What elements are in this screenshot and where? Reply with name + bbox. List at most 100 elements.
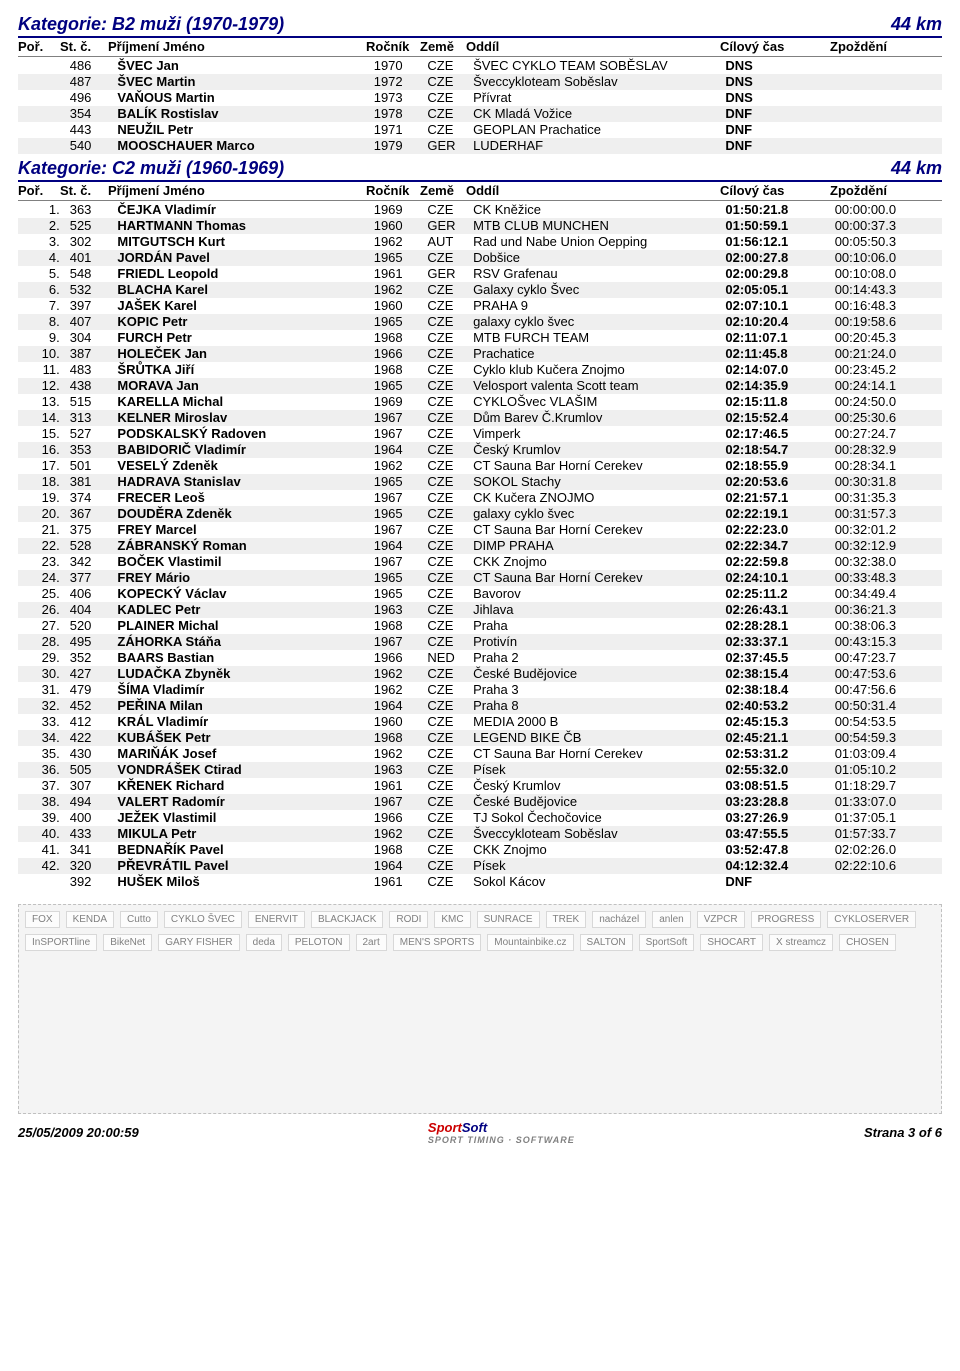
cell-start-number: 430 bbox=[70, 746, 118, 762]
cell-time: 03:27:26.9 bbox=[725, 810, 834, 826]
footer-logo-sport: Sport bbox=[428, 1120, 462, 1135]
cell-start-number: 487 bbox=[70, 74, 118, 90]
cell-time: 02:18:54.7 bbox=[725, 442, 834, 458]
sponsor-logo: Mountainbike.cz bbox=[487, 934, 573, 951]
cell-year: 1965 bbox=[374, 314, 428, 330]
cell-club: Galaxy cyklo Švec bbox=[473, 282, 725, 298]
cell-year: 1968 bbox=[374, 730, 428, 746]
cell-delay: 00:31:57.3 bbox=[835, 506, 942, 522]
cell-club: CT Sauna Bar Horní Cerekev bbox=[473, 746, 725, 762]
cell-club: CT Sauna Bar Horní Cerekev bbox=[473, 458, 725, 474]
cell-start-number: 486 bbox=[70, 58, 118, 74]
cell-position: 5. bbox=[18, 266, 70, 282]
cell-year: 1963 bbox=[374, 602, 428, 618]
cell-club: MTB CLUB MUNCHEN bbox=[473, 218, 725, 234]
header-year: Ročník bbox=[366, 39, 420, 54]
cell-position: 28. bbox=[18, 634, 70, 650]
cell-start-number: 304 bbox=[70, 330, 118, 346]
table-row: 14.313KELNER Miroslav1967CZEDům Barev Č.… bbox=[18, 410, 942, 426]
results-table: 486ŠVEC Jan1970CZEŠVEC CYKLO TEAM SOBĚSL… bbox=[18, 58, 942, 154]
cell-name: JEŽEK Vlastimil bbox=[117, 810, 373, 826]
category-distance: 44 km bbox=[891, 158, 942, 179]
cell-club: PRAHA 9 bbox=[473, 298, 725, 314]
cell-delay: 00:25:30.6 bbox=[835, 410, 942, 426]
cell-position: 8. bbox=[18, 314, 70, 330]
cell-time: 03:47:55.5 bbox=[725, 826, 834, 842]
cell-time: 02:22:23.0 bbox=[725, 522, 834, 538]
cell-club: CT Sauna Bar Horní Cerekev bbox=[473, 570, 725, 586]
cell-start-number: 353 bbox=[70, 442, 118, 458]
cell-year: 1964 bbox=[374, 538, 428, 554]
cell-position: 34. bbox=[18, 730, 70, 746]
cell-delay: 01:37:05.1 bbox=[835, 810, 942, 826]
cell-club: CK Kučera ZNOJMO bbox=[473, 490, 725, 506]
cell-name: BLACHA Karel bbox=[117, 282, 373, 298]
cell-club: Vimperk bbox=[473, 426, 725, 442]
cell-year: 1962 bbox=[374, 458, 428, 474]
table-row: 3.302MITGUTSCH Kurt1962AUTRad und Nabe U… bbox=[18, 234, 942, 250]
cell-position: 42. bbox=[18, 858, 70, 874]
cell-time: 02:14:07.0 bbox=[725, 362, 834, 378]
cell-name: ŠRŮTKA Jiří bbox=[117, 362, 373, 378]
cell-year: 1965 bbox=[374, 586, 428, 602]
cell-delay: 02:02:26.0 bbox=[835, 842, 942, 858]
cell-club: CK Kněžice bbox=[473, 202, 725, 218]
cell-year: 1966 bbox=[374, 810, 428, 826]
table-row: 37.307KŘENEK Richard1961CZEČeský Krumlov… bbox=[18, 778, 942, 794]
sponsor-logo: deda bbox=[246, 934, 282, 951]
cell-position: 3. bbox=[18, 234, 70, 250]
cell-club: GEOPLAN Prachatice bbox=[473, 122, 725, 138]
cell-start-number: 406 bbox=[70, 586, 118, 602]
cell-country: CZE bbox=[427, 522, 473, 538]
cell-start-number: 412 bbox=[70, 714, 118, 730]
table-row: 2.525HARTMANN Thomas1960GERMTB CLUB MUNC… bbox=[18, 218, 942, 234]
cell-time: 01:50:59.1 bbox=[725, 218, 834, 234]
cell-position: 1. bbox=[18, 202, 70, 218]
cell-club: SOKOL Stachy bbox=[473, 474, 725, 490]
cell-time: 02:26:43.1 bbox=[725, 602, 834, 618]
cell-year: 1962 bbox=[374, 666, 428, 682]
cell-position: 38. bbox=[18, 794, 70, 810]
cell-delay bbox=[835, 874, 942, 890]
table-row: 9.304FURCH Petr1968CZEMTB FURCH TEAM02:1… bbox=[18, 330, 942, 346]
cell-club: Šveccykloteam Soběslav bbox=[473, 74, 725, 90]
header-time: Cílový čas bbox=[720, 39, 830, 54]
cell-year: 1965 bbox=[374, 506, 428, 522]
cell-year: 1973 bbox=[374, 90, 428, 106]
cell-name: PEŘINA Milan bbox=[117, 698, 373, 714]
cell-start-number: 495 bbox=[70, 634, 118, 650]
table-row: 8.407KOPIC Petr1965CZEgalaxy cyklo švec0… bbox=[18, 314, 942, 330]
cell-time: 02:18:55.9 bbox=[725, 458, 834, 474]
cell-country: CZE bbox=[427, 282, 473, 298]
cell-club: Prachatice bbox=[473, 346, 725, 362]
cell-country: CZE bbox=[427, 74, 473, 90]
cell-year: 1967 bbox=[374, 410, 428, 426]
cell-start-number: 483 bbox=[70, 362, 118, 378]
category-distance: 44 km bbox=[891, 14, 942, 35]
cell-start-number: 352 bbox=[70, 650, 118, 666]
cell-time: 02:55:32.0 bbox=[725, 762, 834, 778]
cell-year: 1961 bbox=[374, 874, 428, 890]
cell-country: CZE bbox=[427, 90, 473, 106]
cell-year: 1969 bbox=[374, 202, 428, 218]
sponsor-logo: VZPCR bbox=[697, 911, 745, 928]
cell-delay: 00:31:35.3 bbox=[835, 490, 942, 506]
sponsor-logo: KENDA bbox=[66, 911, 114, 928]
header-delay: Zpoždění bbox=[830, 39, 938, 54]
header-st: St. č. bbox=[60, 183, 108, 198]
cell-start-number: 313 bbox=[70, 410, 118, 426]
cell-position: 41. bbox=[18, 842, 70, 858]
table-row: 354BALÍK Rostislav1978CZECK Mladá Vožice… bbox=[18, 106, 942, 122]
cell-year: 1968 bbox=[374, 362, 428, 378]
cell-time: 02:25:11.2 bbox=[725, 586, 834, 602]
cell-delay: 00:32:38.0 bbox=[835, 554, 942, 570]
cell-country: CZE bbox=[427, 538, 473, 554]
cell-start-number: 427 bbox=[70, 666, 118, 682]
cell-club: Přívrat bbox=[473, 90, 725, 106]
cell-start-number: 525 bbox=[70, 218, 118, 234]
cell-start-number: 452 bbox=[70, 698, 118, 714]
cell-club: MEDIA 2000 B bbox=[473, 714, 725, 730]
cell-name: HARTMANN Thomas bbox=[117, 218, 373, 234]
sponsor-logo: nacházel bbox=[592, 911, 646, 928]
cell-position bbox=[18, 58, 70, 74]
